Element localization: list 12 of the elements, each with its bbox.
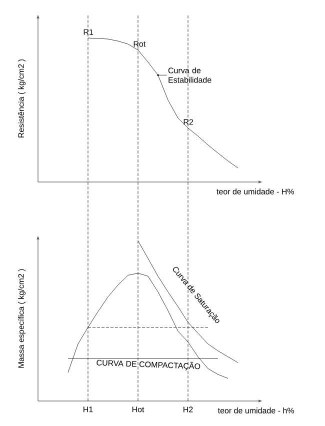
x-axis-title: teor de umidade - H% bbox=[216, 188, 294, 194]
annotation: Rot bbox=[134, 41, 146, 47]
y-axis-title: Massa específica ( kg/cm2 ) bbox=[18, 269, 26, 368]
annotation: Curva de Estabilidade bbox=[168, 67, 212, 83]
annotation: R1 bbox=[84, 29, 94, 35]
annotation: R2 bbox=[184, 119, 194, 125]
x-axis-title: teor de umidade - h% bbox=[218, 408, 294, 414]
x-tick-label: Hot bbox=[132, 406, 144, 412]
x-tick-label: H2 bbox=[184, 406, 193, 412]
series-label: CURVA DE COMPACTAÇÃO bbox=[96, 360, 200, 370]
x-tick-label: H1 bbox=[84, 406, 93, 412]
y-axis-title: Resistência ( kg/cm2 ) bbox=[18, 59, 26, 138]
